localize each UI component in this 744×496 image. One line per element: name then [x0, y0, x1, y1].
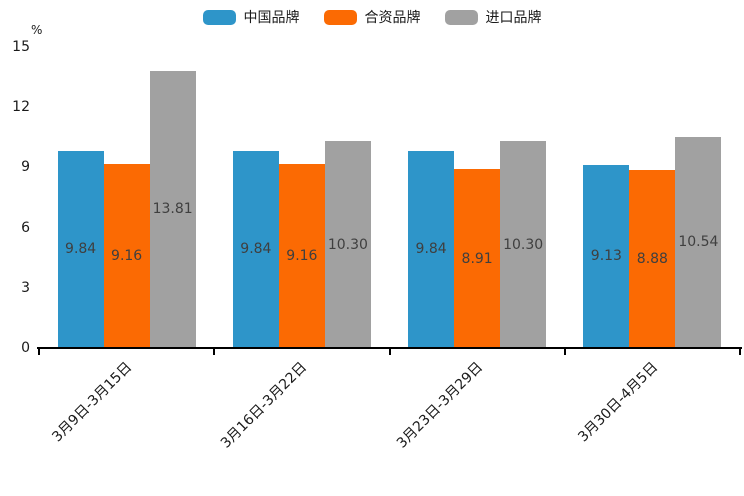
y-axis-unit-label: %	[31, 23, 43, 37]
legend-item-import-brand: 进口品牌	[444, 7, 542, 27]
bar-value-label: 8.88	[636, 250, 668, 267]
legend-label-import-brand: 进口品牌	[485, 10, 542, 26]
x-axis-label-1: 3月16日-3月22日	[218, 359, 311, 452]
bar-joint-venture-brand-0: 9.16	[103, 164, 150, 348]
y-tick-label-9: 9	[21, 159, 30, 176]
y-tick-label-15: 15	[12, 39, 30, 55]
bar-china-brand-3: 9.13	[583, 164, 630, 348]
bar-china-brand-0: 9.84	[57, 150, 104, 348]
bar-value-label: 10.30	[327, 236, 368, 253]
y-tick-label-0: 0	[21, 340, 30, 356]
x-axis-ticks	[38, 349, 741, 355]
bar-import-brand-0: 13.81	[149, 70, 196, 348]
bar-value-label: 9.16	[111, 248, 143, 265]
x-axis-tick	[563, 349, 566, 355]
legend: 中国品牌 合资品牌 进口品牌	[0, 8, 744, 26]
bar-value-label: 9.84	[415, 241, 447, 258]
legend-swatch-import-brand	[444, 9, 478, 25]
y-tick-label-3: 3	[21, 279, 30, 296]
bar-value-label: 9.16	[286, 248, 318, 265]
bar-group-1: 9.84 9.16 10.30	[214, 47, 389, 348]
bar-joint-venture-brand-3: 8.88	[629, 169, 676, 348]
bar-import-brand-2: 10.30	[500, 141, 547, 348]
x-axis-tick	[38, 349, 40, 355]
legend-swatch-joint-venture-brand	[323, 9, 357, 25]
legend-label-joint-venture-brand: 合资品牌	[364, 10, 421, 26]
bar-group-2: 9.84 8.91 10.30	[390, 47, 565, 348]
bar-joint-venture-brand-2: 8.91	[454, 169, 501, 348]
x-axis-tick	[213, 349, 216, 355]
bar-import-brand-3: 10.54	[675, 136, 722, 348]
legend-item-china-brand: 中国品牌	[202, 7, 300, 27]
bar-value-label: 8.91	[461, 250, 493, 267]
bar-group-3: 9.13 8.88 10.54	[565, 47, 740, 348]
y-axis: 0 3 6 9 12 15	[0, 40, 30, 355]
x-axis-tick	[739, 349, 741, 355]
bar-china-brand-1: 9.84	[232, 150, 279, 348]
bar-group-0: 9.84 9.16 13.81	[39, 47, 214, 348]
bar-china-brand-2: 9.84	[408, 150, 455, 348]
x-axis-label-3: 3月30日-4月5日	[575, 359, 661, 446]
y-tick-label-12: 12	[12, 99, 30, 116]
bar-value-label: 13.81	[152, 201, 193, 218]
y-tick-label-6: 6	[21, 219, 30, 236]
bar-value-label: 10.30	[503, 236, 544, 253]
x-axis-line	[37, 347, 742, 349]
bar-value-label: 9.84	[240, 241, 272, 258]
plot-area: 9.84 9.16 13.81 9.84 9.16 10.30 9.84 8.91 10.30 9…	[39, 47, 740, 348]
legend-item-joint-venture-brand: 合资品牌	[323, 7, 421, 27]
bar-value-label: 9.84	[65, 241, 97, 258]
bar-import-brand-1: 10.30	[324, 141, 371, 348]
x-axis-label-0: 3月9日-3月15日	[49, 359, 136, 446]
x-axis-tick	[388, 349, 391, 355]
bar-value-label: 9.13	[590, 248, 622, 265]
x-axis-label-2: 3月23日-3月29日	[393, 359, 486, 452]
legend-swatch-china-brand	[202, 9, 236, 25]
legend-label-china-brand: 中国品牌	[243, 10, 300, 26]
bar-joint-venture-brand-1: 9.16	[278, 164, 325, 348]
bar-value-label: 10.54	[678, 234, 719, 251]
x-axis-labels: 3月9日-3月15日 3月16日-3月22日 3月23日-3月29日 3月30日-4月…	[39, 356, 740, 486]
